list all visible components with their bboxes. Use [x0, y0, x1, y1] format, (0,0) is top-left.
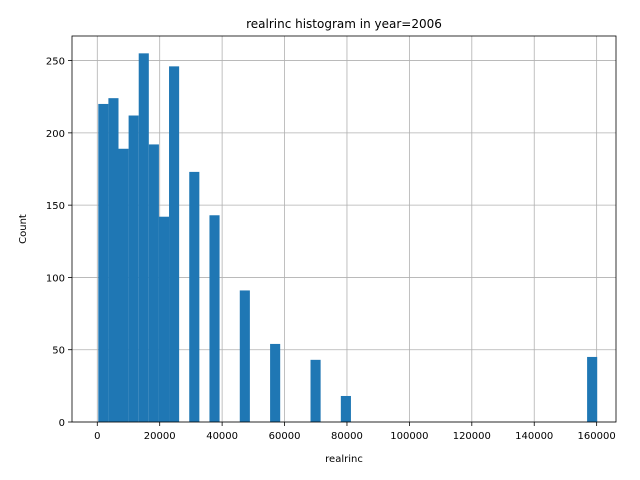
x-tick-label: 60000: [269, 431, 301, 442]
y-tick-label: 250: [46, 57, 65, 68]
histogram-bars: [98, 53, 598, 422]
y-tick-label: 200: [46, 129, 65, 140]
histogram-bar: [148, 144, 159, 422]
histogram-bar: [340, 395, 351, 422]
histogram-bar: [158, 216, 170, 422]
histogram-bar: [270, 343, 281, 422]
axes: [71, 35, 617, 423]
x-tick-label: 20000: [144, 431, 176, 442]
x-axis-ticks: 0 20000 40000 60000 80000 100000 120000 140000 1…: [94, 422, 616, 442]
x-tick-label: 100000: [390, 431, 428, 442]
histogram-bar: [98, 103, 109, 422]
y-tick-label: 150: [46, 201, 65, 212]
histogram-bar: [239, 290, 250, 422]
x-tick-label: 80000: [331, 431, 363, 442]
x-tick-label: 160000: [578, 431, 616, 442]
histogram-bar: [310, 359, 321, 422]
y-tick-label: 0: [59, 418, 65, 429]
chart-title: realrinc histogram in year=2006: [246, 17, 442, 31]
x-tick-label: 0: [94, 431, 100, 442]
x-axis-title: realrinc: [325, 454, 363, 465]
x-tick-label: 140000: [515, 431, 553, 442]
y-tick-label: 50: [52, 346, 65, 357]
histogram-bar: [108, 98, 119, 422]
histogram-bar: [118, 148, 129, 422]
y-tick-label: 100: [46, 273, 65, 284]
histogram-bar: [189, 171, 200, 422]
x-tick-label: 120000: [453, 431, 491, 442]
y-axis-ticks: 0 50 100 150 200 250: [46, 57, 72, 429]
histogram-bar: [138, 53, 149, 422]
histogram-bar: [587, 356, 598, 422]
plot-frame: [71, 35, 617, 423]
y-axis-title: Count: [18, 214, 29, 244]
histogram-bar: [209, 215, 220, 422]
histogram-bar: [128, 115, 139, 422]
x-tick-label: 40000: [206, 431, 238, 442]
histogram-bar: [169, 66, 180, 422]
